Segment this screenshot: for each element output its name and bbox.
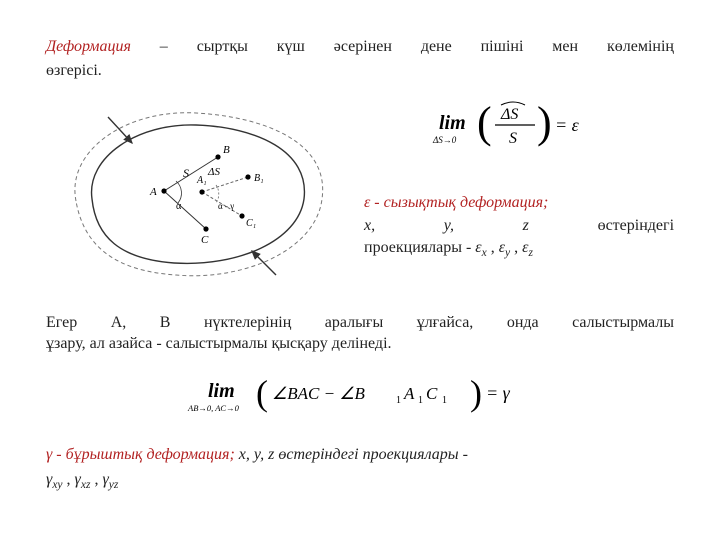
label-b: B [223, 144, 230, 156]
heading-line2: өзгерісі. [46, 60, 674, 82]
f1-lpar: ( [477, 98, 492, 147]
c2: , [510, 239, 522, 256]
f1-sub: ΔS→0 [432, 135, 457, 145]
f2-eq: = γ [486, 383, 511, 403]
point-c [203, 227, 208, 232]
f1-rpar: ) [537, 98, 552, 147]
point-c1 [239, 214, 244, 219]
f2-sub: AB→0, AC→0 [187, 403, 240, 413]
f1-bot: S [509, 130, 517, 147]
f1-lim: lim [439, 112, 466, 134]
ez-sub: z [528, 247, 532, 259]
label-b1: B₁ [254, 173, 264, 184]
proj-prefix: проекциялары - [364, 239, 475, 256]
axis-x: x, [364, 217, 375, 234]
epsilon-proj-line2: проекциялары - εx , εy , εz [364, 237, 674, 262]
epsilon-definition: ε - сызықтық деформация; [364, 192, 674, 214]
f2-rpar: ) [470, 373, 482, 413]
formula2-svg: lim AB→0, AC→0 ( ) ∠BAC − ∠B 1 A 1 C 1 =… [170, 369, 550, 423]
gc1: , [63, 471, 75, 488]
proj-word: өстеріндегі [598, 217, 674, 234]
label-a: A [149, 186, 157, 198]
formula-epsilon: lim ΔS→0 ( ) ΔS S = ε [364, 95, 674, 164]
arrow-bottom [252, 251, 276, 275]
f2-midb: A [403, 384, 415, 403]
gxy-sub: xy [52, 479, 62, 491]
point-a [161, 189, 166, 194]
gc2: , [90, 471, 102, 488]
gamma-rest: x, y, z өстеріндегі проекциялары - [235, 446, 468, 463]
f2-lpar: ( [256, 373, 268, 413]
f2-b1: 1 [396, 395, 401, 406]
label-c: C [201, 234, 209, 246]
f1-arc [501, 102, 525, 105]
point-a1 [199, 190, 204, 195]
arrow-top [108, 117, 132, 143]
heading-text: – сыртқы күш әсерінен дене пішіні мен кө… [131, 38, 674, 55]
point-b [215, 155, 220, 160]
original-outline [92, 125, 305, 263]
label-ds: ΔS [207, 166, 220, 178]
term-deformation: Деформация [46, 38, 131, 55]
f2-lim: lim [208, 380, 235, 402]
f2-mida: ∠BAC − ∠B [272, 384, 366, 403]
right-column: lim ΔS→0 ( ) ΔS S = ε ε - сызықтық дефор… [346, 91, 674, 262]
f1-top: ΔS [500, 106, 518, 123]
c1: , [487, 239, 499, 256]
heading-line1: Деформация – сыртқы күш әсерінен дене пі… [46, 36, 674, 58]
label-alpha: α [176, 201, 182, 212]
f2-midc: C [426, 384, 438, 403]
label-s: S [183, 166, 189, 180]
label-ag: α - γ [218, 201, 234, 211]
axis-z: z [523, 217, 529, 234]
label-a1: A₁ [196, 175, 207, 186]
gamma-block: γ - бұрыштық деформация; x, y, z өстерін… [46, 442, 674, 495]
formula-gamma: lim AB→0, AC→0 ( ) ∠BAC − ∠B 1 A 1 C 1 =… [46, 369, 674, 430]
point-b1 [245, 175, 250, 180]
gyz-sub: yz [109, 479, 119, 491]
axis-y: y, [444, 217, 454, 234]
deformation-diagram: A A₁ B B₁ C C₁ S ΔS α α - γ [46, 91, 346, 298]
content-row: A A₁ B B₁ C C₁ S ΔS α α - γ lim ΔS→0 [46, 91, 674, 298]
f2-a1: 1 [418, 395, 423, 406]
epsilon-proj-line1: x, y, z өстеріндегі [364, 215, 674, 237]
f2-c1: 1 [442, 395, 447, 406]
formula1-svg: lim ΔS→0 ( ) ΔS S = ε [419, 95, 619, 157]
para2-line1: Егер А, В нүктелерінің аралығы ұлғайса, … [46, 312, 674, 334]
diagram-svg: A A₁ B B₁ C C₁ S ΔS α α - γ [46, 91, 346, 291]
para2-line2: ұзару, ал азайса - салыстырмалы қысқару … [46, 333, 674, 355]
gxz-sub: xz [81, 479, 91, 491]
gamma-term: γ - бұрыштық деформация; [46, 446, 235, 463]
label-c1: C₁ [246, 218, 256, 229]
f1-eq: = ε [555, 115, 580, 135]
